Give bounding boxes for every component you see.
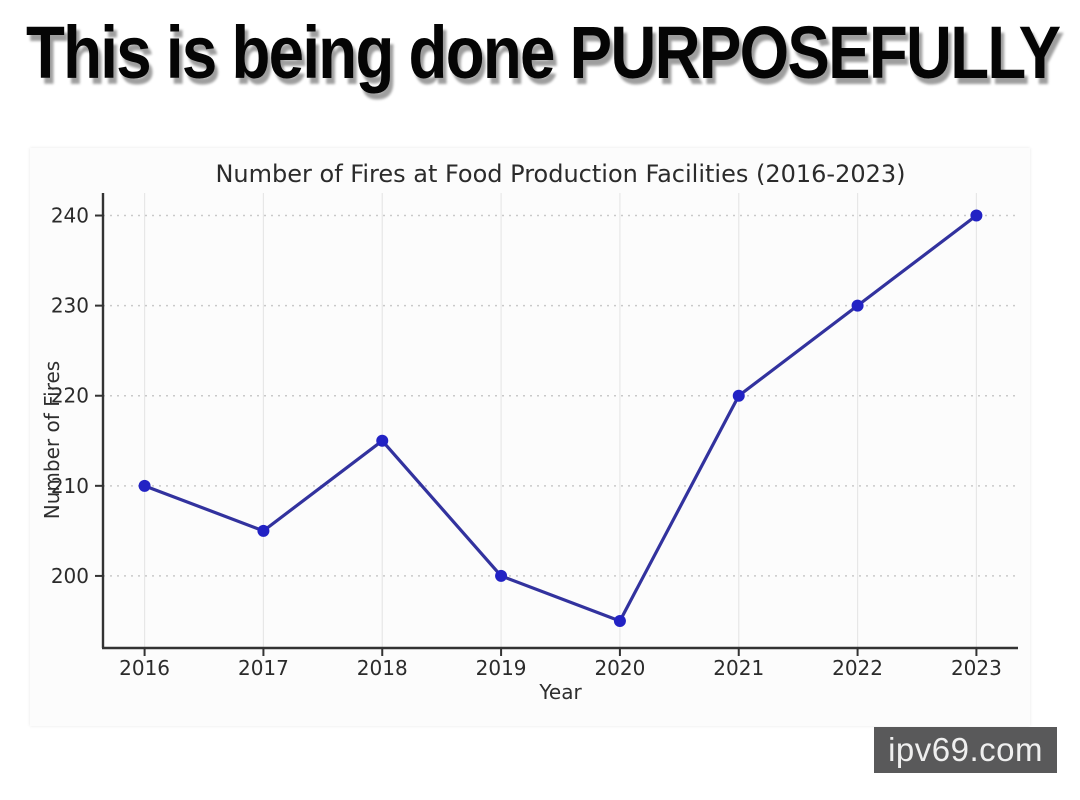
- x-tick-label: 2018: [357, 656, 408, 680]
- x-tick-label: 2020: [594, 656, 645, 680]
- y-tick-label: 240: [51, 204, 89, 228]
- x-tick-label: 2022: [832, 656, 883, 680]
- chart-panel: Number of Fires at Food Production Facil…: [30, 148, 1030, 726]
- data-point: [376, 434, 389, 447]
- meme-headline: This is being done PURPOSEFULLY: [26, 11, 1061, 94]
- y-tick-label: 200: [51, 564, 89, 588]
- x-tick-label: 2016: [119, 656, 170, 680]
- watermark: ipv69.com: [874, 727, 1057, 773]
- y-tick-label: 210: [51, 474, 89, 498]
- data-point: [732, 389, 745, 402]
- x-tick-label: 2017: [238, 656, 289, 680]
- x-axis-label: Year: [539, 680, 582, 704]
- data-point: [257, 524, 270, 537]
- x-tick-label: 2021: [713, 656, 764, 680]
- data-point: [970, 209, 983, 222]
- x-tick-label: 2023: [951, 656, 1002, 680]
- data-point: [495, 569, 508, 582]
- fires-line-chart: 200 210 220 230 240 2016 2017 2018 2019 2020 2021 2…: [51, 193, 1018, 680]
- chart-title: Number of Fires at Food Production Facil…: [215, 160, 906, 188]
- data-point: [138, 479, 151, 492]
- data-point: [613, 614, 626, 627]
- data-point: [851, 299, 864, 312]
- y-tick-label: 220: [51, 384, 89, 408]
- data-line: [142, 213, 979, 623]
- x-tick-label: 2019: [476, 656, 527, 680]
- y-tick-label: 230: [51, 294, 89, 318]
